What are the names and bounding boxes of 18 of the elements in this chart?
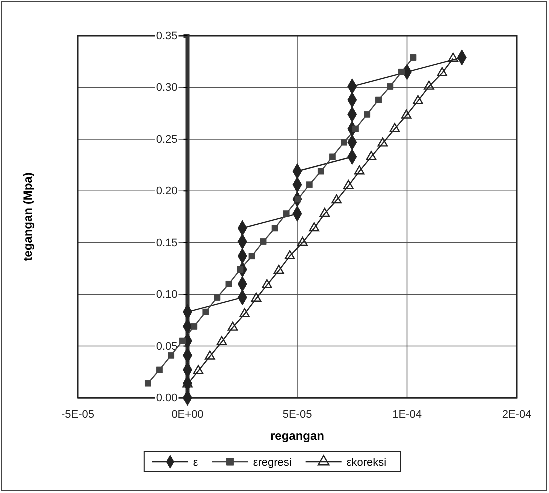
y-tick-label: 0.30 xyxy=(156,82,178,94)
legend-label: εkoreksi xyxy=(346,457,387,469)
y-tick-label: 0.00 xyxy=(156,392,178,405)
y-tick-label: 0.10 xyxy=(156,289,178,302)
x-tick-label: 0E+00 xyxy=(172,408,204,421)
y-tick-label: 0.15 xyxy=(156,237,178,250)
x-tick-label: 2E-04 xyxy=(502,408,532,421)
x-axis-title: regangan xyxy=(270,429,325,443)
y-axis-title: tegangan (Mpa) xyxy=(21,172,35,262)
legend-label: εregresi xyxy=(253,457,292,469)
y-tick-label: 0.20 xyxy=(156,186,178,198)
y-tick-label: 0.25 xyxy=(156,134,178,146)
legend-label: ε xyxy=(193,457,198,469)
y-tick-label: 0.05 xyxy=(156,340,178,353)
x-tick-label: -5E-05 xyxy=(61,408,95,421)
x-tick-label: 5E-05 xyxy=(282,408,312,421)
x-tick-label: 1E-04 xyxy=(392,408,422,421)
y-tick-label: 0.35 xyxy=(156,30,178,43)
